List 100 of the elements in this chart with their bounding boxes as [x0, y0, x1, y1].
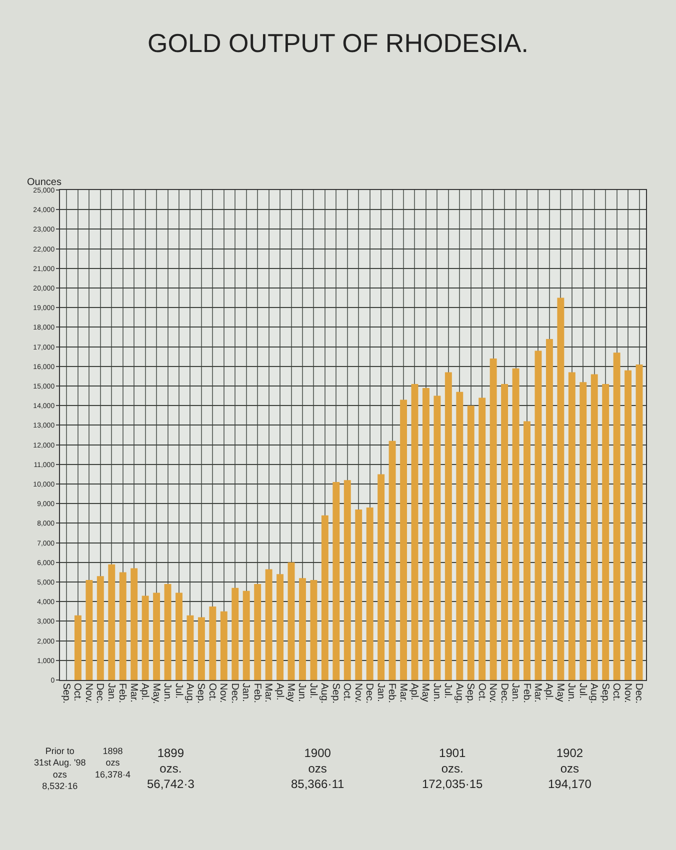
bar: [467, 406, 474, 680]
x-tick-label: Aug.: [318, 683, 330, 704]
x-tick-label: Feb.: [116, 683, 128, 704]
x-tick-label: Nov.: [218, 683, 229, 703]
text: 1902 ozs 194,170: [548, 746, 592, 792]
bar: [411, 384, 418, 680]
x-tick-label: Nov.: [82, 683, 94, 703]
bar: [164, 584, 172, 680]
bar: [378, 474, 385, 680]
bar: [355, 509, 362, 680]
text: 1898 ozs 16,378·4: [95, 746, 131, 780]
bar: [254, 584, 262, 680]
bar: [299, 578, 306, 680]
x-tick-label: Jun.: [162, 683, 173, 702]
bar: [546, 338, 553, 680]
x-tick-label: Oct.: [72, 683, 83, 702]
bar: [142, 596, 149, 680]
bar: [388, 440, 396, 680]
x-tick-label: Dec.: [228, 683, 240, 704]
x-tick-label: May: [420, 683, 431, 702]
bar: [490, 358, 497, 680]
x-tick-label: Aug.: [453, 683, 464, 704]
bar: [434, 396, 441, 680]
bar: [198, 617, 205, 680]
bar: [332, 482, 340, 680]
x-tick-label: Nov.: [622, 683, 633, 703]
x-tick-label: Nov.: [487, 683, 498, 703]
x-tick-label: Jan.: [105, 683, 116, 702]
bar: [602, 384, 610, 680]
x-tick-label: Sep.: [464, 683, 476, 704]
bar: [176, 592, 182, 680]
bar: [580, 382, 587, 680]
x-tick-label: Oct.: [341, 683, 352, 702]
x-tick-label: Apl.: [274, 683, 285, 700]
bar: [512, 368, 520, 680]
x-tick-label: Oct.: [476, 683, 487, 702]
bar: [590, 374, 598, 680]
bar: [534, 350, 542, 680]
x-tick-label: Jan.: [510, 683, 521, 702]
x-tick-label: Nov.: [352, 683, 364, 703]
bar: [456, 392, 464, 680]
x-tick-label: Jan.: [374, 683, 386, 702]
x-tick-label: Mar.: [397, 683, 408, 702]
chart-title: GOLD OUTPUT OF RHODESIA.: [148, 28, 528, 58]
x-tick-label: Sep.: [60, 683, 72, 704]
bar: [153, 592, 160, 680]
bar: [288, 562, 295, 680]
x-tick-label: Apl.: [139, 683, 150, 700]
bar: [344, 480, 351, 680]
bar: [557, 298, 564, 680]
bar: [119, 572, 126, 680]
x-tick-label: Sep.: [330, 683, 341, 704]
bar: [96, 576, 104, 680]
x-tick-label: Feb.: [520, 683, 532, 704]
x-tick-label: May.: [150, 683, 162, 704]
x-tick-label: Jun.: [430, 683, 442, 702]
x-tick-label: Jul.: [576, 683, 588, 699]
x-tick-label: Mar.: [532, 683, 543, 702]
bar: [400, 400, 407, 680]
bar: [242, 590, 250, 680]
bar: [366, 508, 374, 680]
x-tick-label: Oct.: [610, 683, 622, 702]
bar: [220, 611, 228, 680]
x-tick-label: Dec.: [364, 683, 375, 704]
x-tick-label: Aug.: [588, 683, 600, 704]
y-axis-title: Ounces: [27, 177, 62, 188]
x-tick-label: Aug.: [184, 683, 195, 704]
x-tick-label: Dec.: [94, 683, 106, 704]
bar: [310, 580, 318, 680]
bar: [74, 615, 82, 680]
x-tick-label: Jul.: [442, 683, 454, 699]
bar: [478, 398, 486, 680]
bar: [130, 568, 138, 680]
x-tick-label: Apl.: [543, 683, 554, 700]
bar: [186, 615, 194, 680]
bar: [636, 364, 643, 680]
x-tick-label: Feb.: [251, 683, 262, 704]
text: Prior to 31st Aug. '98 ozs 8,532·16: [34, 746, 86, 792]
bar: [108, 564, 116, 680]
x-tick-label: Feb.: [386, 683, 398, 704]
x-tick-label: Sep.: [599, 683, 610, 704]
bar: [613, 352, 620, 680]
bar: [232, 588, 239, 680]
bar: [209, 606, 216, 680]
x-tick-label: Jan.: [240, 683, 252, 702]
x-tick-label: Jul.: [172, 683, 184, 699]
x-tick-label: May: [285, 683, 296, 702]
text: 1901 ozs. 172,035·15: [422, 746, 484, 792]
x-tick-label: Sep.: [195, 683, 206, 704]
x-tick-label: Mar.: [262, 683, 274, 702]
bar: [276, 574, 284, 680]
bar: [524, 421, 530, 680]
bar: [501, 384, 508, 680]
bar: [422, 388, 430, 680]
x-tick-label: May: [554, 683, 566, 702]
x-tick-label: Oct.: [206, 683, 218, 702]
x-tick-label: Apl.: [408, 683, 420, 700]
x-tick-label: Dec.: [498, 683, 510, 704]
bar: [86, 580, 93, 680]
x-tick-label: Mar.: [128, 683, 139, 702]
